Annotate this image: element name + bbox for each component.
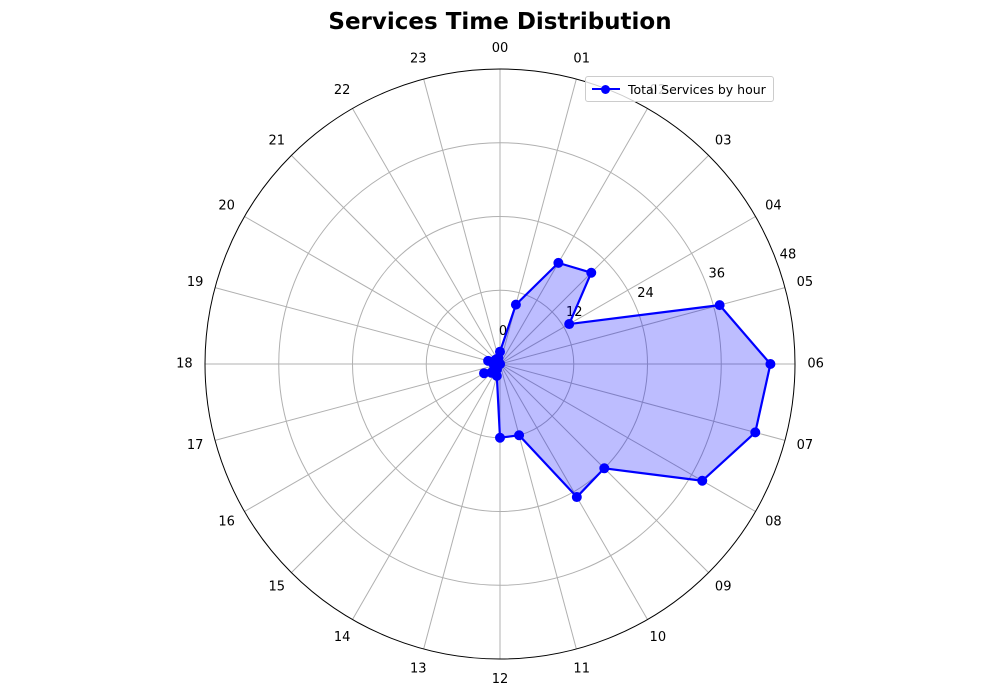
polar-frame: [204, 68, 796, 660]
legend-marker-icon: [590, 82, 622, 96]
data-point: [586, 267, 597, 278]
angular-tick-label: 01: [573, 52, 590, 67]
data-point: [493, 353, 504, 364]
angular-tick-label: 04: [765, 199, 782, 214]
grid-spoke: [499, 216, 756, 365]
grid-spoke: [352, 363, 501, 620]
grid-spoke: [499, 363, 577, 650]
data-point: [750, 427, 761, 438]
radial-tick-label: 24: [637, 286, 654, 301]
angular-tick-label: 03: [715, 133, 732, 148]
grid-spoke: [423, 363, 501, 650]
angular-tick-label: 18: [176, 357, 193, 372]
legend-label: Total Services by hour: [628, 81, 766, 97]
grid-spoke: [291, 363, 501, 573]
grid-spoke: [214, 363, 501, 441]
angular-tick-label: 19: [187, 275, 204, 290]
angular-tick-label: 00: [492, 41, 509, 56]
chart-title: Services Time Distribution: [328, 9, 672, 35]
angular-tick-label: 17: [187, 438, 204, 453]
angular-tick-label: 10: [650, 630, 667, 645]
angular-tick-label: 20: [218, 199, 235, 214]
data-point: [479, 368, 490, 379]
radial-tick-label: 48: [780, 248, 797, 263]
angular-tick-label: 09: [715, 580, 732, 595]
data-point: [714, 300, 725, 311]
legend: Total Services by hour: [585, 76, 774, 102]
grid-spoke: [423, 78, 501, 365]
data-point: [564, 319, 575, 330]
grid-spoke: [214, 287, 501, 365]
angular-tick-label: 11: [573, 661, 590, 676]
angular-tick-label: 05: [797, 275, 814, 290]
angular-tick-label: 14: [334, 630, 351, 645]
data-point: [514, 430, 525, 441]
angular-tick-label: 13: [410, 661, 427, 676]
angular-tick-label: 15: [269, 580, 286, 595]
angular-tick-label: 06: [807, 357, 824, 372]
angular-tick-label: 12: [492, 672, 509, 687]
data-point: [697, 475, 708, 486]
data-point: [510, 299, 521, 310]
grid-spoke: [499, 363, 756, 512]
grid-spoke: [499, 155, 709, 365]
radial-tick-label: 36: [708, 267, 725, 282]
data-point: [571, 492, 582, 503]
grid-spoke: [352, 108, 501, 365]
grid-spoke: [291, 155, 501, 365]
data-point: [765, 359, 776, 369]
radial-tick-label: 0: [499, 324, 507, 339]
grid-spoke: [499, 363, 786, 441]
grid-spoke: [499, 363, 648, 620]
angular-tick-label: 16: [218, 514, 235, 529]
grid-spoke: [499, 108, 648, 365]
data-point: [495, 432, 505, 443]
series-area: [484, 262, 771, 498]
angular-tick-label: 07: [797, 438, 814, 453]
data-point: [553, 257, 564, 268]
angular-tick-label: 23: [410, 52, 427, 67]
grid-spoke: [244, 216, 501, 365]
grid-spoke: [499, 287, 786, 365]
angular-tick-label: 08: [765, 514, 782, 529]
angular-tick-label: 22: [334, 83, 351, 98]
data-point: [599, 463, 610, 474]
grid-spoke: [244, 363, 501, 512]
angular-tick-label: 21: [269, 133, 286, 148]
